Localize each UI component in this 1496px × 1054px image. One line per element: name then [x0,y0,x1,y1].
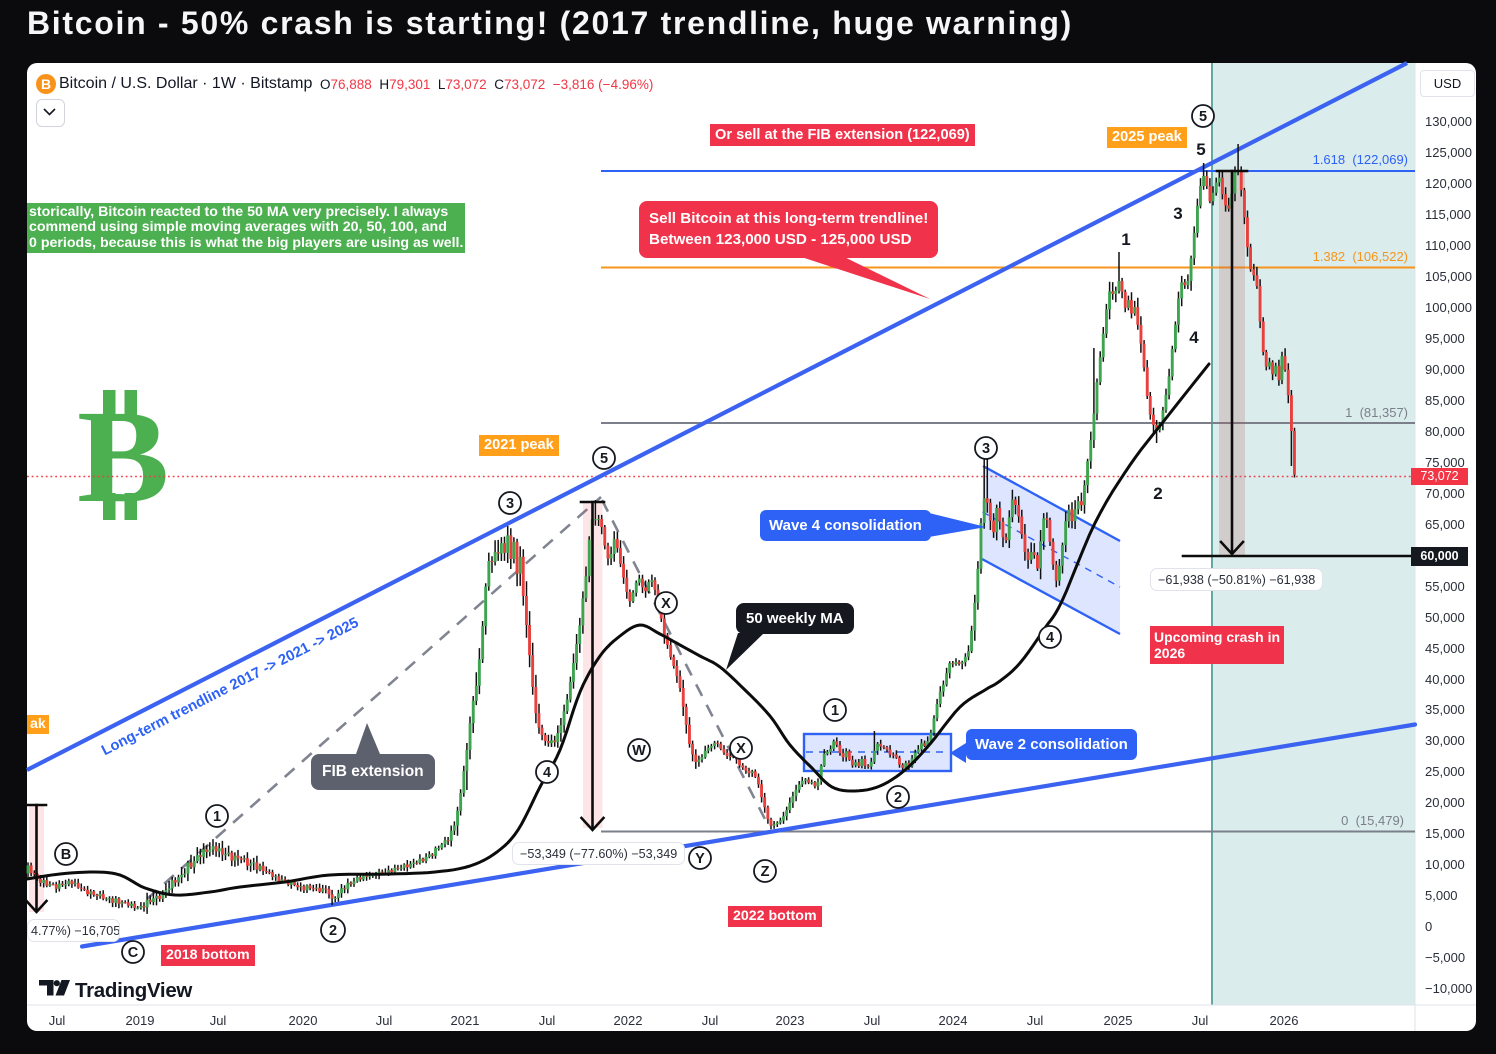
svg-text:X: X [736,741,746,757]
svg-text:3: 3 [506,496,514,512]
svg-text:1: 1 [213,809,221,825]
svg-text:B: B [61,847,71,863]
svg-text:X: X [661,596,671,612]
svg-text:4: 4 [543,765,551,781]
svg-text:Z: Z [761,864,770,880]
svg-text:C: C [128,945,139,961]
svg-text:2: 2 [329,923,337,939]
svg-text:Y: Y [695,851,705,867]
svg-text:5: 5 [600,451,608,467]
svg-text:W: W [632,743,646,759]
svg-text:1: 1 [1121,230,1130,249]
svg-text:2: 2 [894,790,902,806]
svg-text:4: 4 [1046,630,1054,646]
svg-text:1: 1 [831,703,839,719]
svg-text:2: 2 [1153,484,1162,503]
svg-text:5: 5 [1196,140,1205,159]
svg-text:B: B [77,383,169,530]
svg-text:TradingView: TradingView [75,979,192,1002]
svg-text:5: 5 [1199,109,1207,125]
svg-text:3: 3 [982,441,990,457]
svg-text:4: 4 [1189,328,1199,347]
svg-text:3: 3 [1173,204,1182,223]
